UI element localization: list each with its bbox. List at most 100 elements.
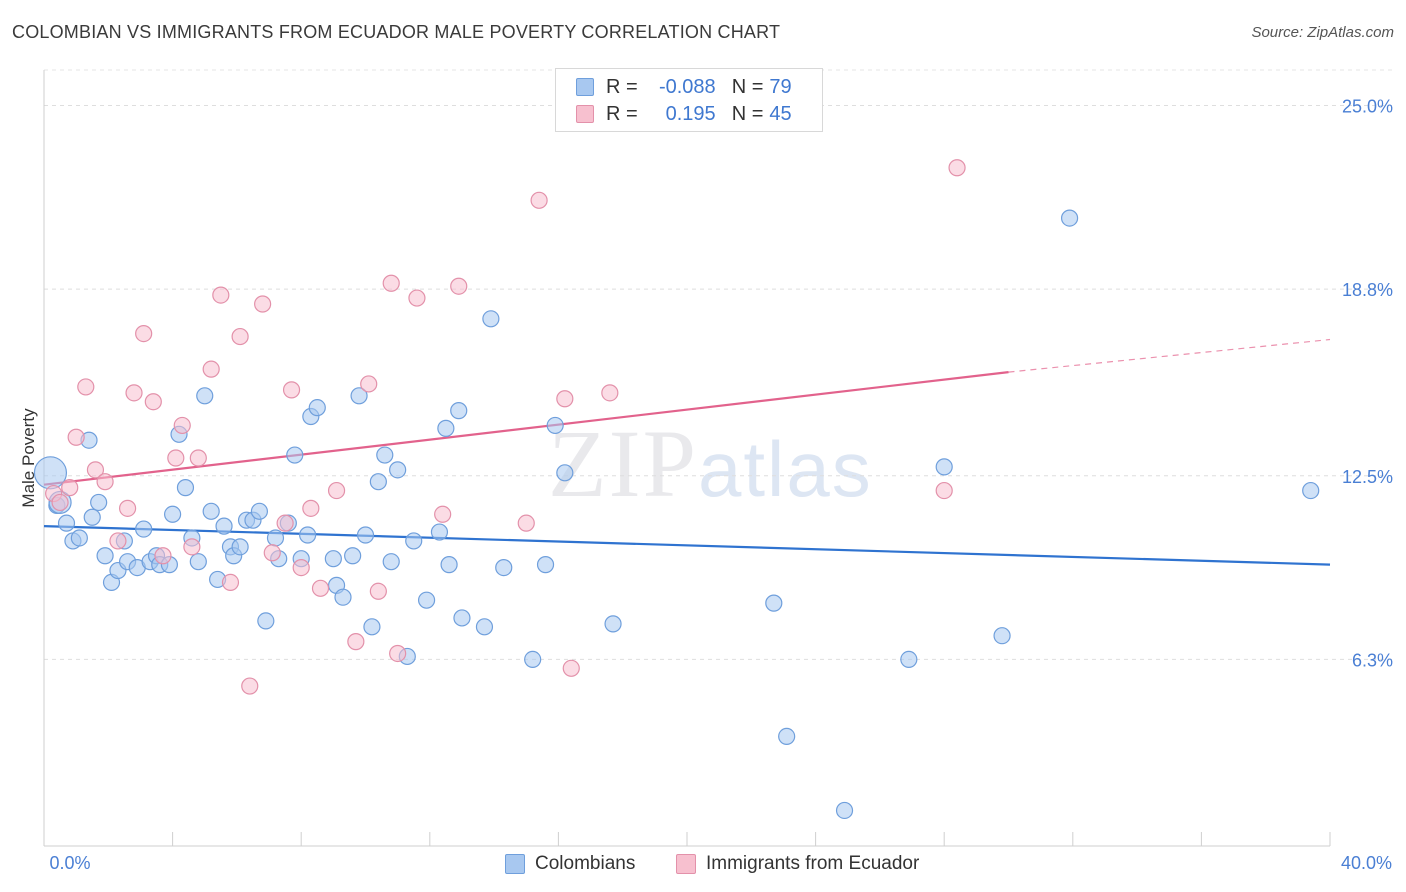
colombians-point — [363, 618, 381, 636]
colombians-point — [475, 618, 494, 636]
ecuador-point — [189, 449, 207, 467]
x-tick-label: 0.0% — [49, 853, 90, 873]
colombians-point — [308, 399, 326, 417]
legend-swatch-ecuador — [676, 854, 696, 874]
ecuador-point — [183, 538, 201, 556]
colombians-point — [231, 538, 249, 556]
legend-swatch-colombians — [576, 78, 594, 96]
ecuador-point — [276, 514, 294, 532]
colombians-point — [266, 529, 285, 547]
colombians-point — [196, 387, 214, 405]
ecuador-point — [311, 579, 330, 597]
legend-n-value: 45 — [769, 102, 792, 125]
ecuador-point — [154, 547, 172, 565]
colombians-point — [382, 553, 400, 571]
colombians-point — [57, 514, 76, 532]
ecuador-point — [369, 582, 387, 600]
chart-title: COLOMBIAN VS IMMIGRANTS FROM ECUADOR MAL… — [12, 22, 781, 42]
colombians-point — [417, 591, 436, 609]
ecuador-point — [67, 428, 85, 446]
trend-lines — [43, 338, 1331, 566]
y-tick-label: 18.8% — [1342, 280, 1393, 300]
ecuador-point — [556, 390, 574, 408]
colombians-point — [376, 446, 394, 464]
ecuador-trend-extension — [1008, 338, 1331, 373]
colombians-point — [135, 520, 153, 538]
colombians-point — [524, 650, 542, 669]
legend-swatch-colombians — [505, 854, 525, 874]
ecuador-point — [382, 274, 400, 292]
colombians-point — [334, 588, 352, 606]
legend-n-value: 79 — [769, 75, 792, 98]
watermark: ZIPatlas — [548, 408, 873, 519]
colombians-point — [324, 550, 342, 568]
colombians-point — [778, 727, 796, 746]
colombians-point — [164, 505, 182, 523]
legend-r-label: R = — [606, 75, 638, 98]
colombians-point — [344, 547, 362, 565]
colombians-point — [440, 556, 458, 574]
ecuador-point — [517, 514, 535, 532]
bottom-legend-ecuador[interactable]: Immigrants from Ecuador — [676, 852, 919, 876]
colombians-point — [33, 456, 68, 490]
colombians-point — [350, 387, 368, 405]
ecuador-point — [212, 286, 230, 304]
ecuador-point — [347, 633, 365, 651]
ecuador-point — [302, 499, 320, 517]
colombians-point — [556, 464, 574, 482]
legend-r-value: 0.195 — [665, 102, 716, 125]
grid-lines — [44, 69, 1392, 660]
ecuador-point — [327, 481, 346, 500]
colombians-point — [1302, 481, 1320, 500]
colombians-point — [1060, 209, 1079, 227]
ecuador-point — [61, 479, 79, 497]
y-axis-title: Male Poverty — [19, 408, 38, 508]
legend-n-label: N = — [731, 75, 764, 98]
legend-row-colombians: R = -0.088 N = 79 — [576, 74, 792, 100]
y-tick-label: 25.0% — [1342, 97, 1393, 117]
ecuador-point — [231, 327, 249, 346]
colombians-point — [546, 416, 564, 435]
colombians-point — [437, 419, 455, 437]
ecuador-point — [935, 481, 953, 500]
colombians-point — [405, 532, 423, 550]
colombians-point — [453, 609, 471, 627]
legend-label-ecuador: Immigrants from Ecuador — [706, 853, 920, 874]
colombians-point — [389, 461, 407, 479]
colombians-point — [299, 526, 317, 544]
ecuador-point — [167, 449, 185, 467]
bottom-legend-colombians[interactable]: Colombians — [505, 852, 635, 876]
colombians-trend-line — [43, 525, 1331, 566]
legend-n-label: N = — [731, 102, 764, 125]
ecuador-point — [562, 659, 580, 677]
ecuador-point — [450, 277, 468, 295]
colombians-point — [189, 553, 207, 571]
ecuador-point — [263, 544, 281, 562]
colombians-point — [215, 517, 233, 535]
correlation-legend: R = -0.088 N = 79 R = 0.195 N = 45 — [555, 68, 823, 132]
ecuador-point — [434, 505, 452, 523]
x-tick-label: 40.0% — [1341, 853, 1392, 873]
colombians-point — [993, 627, 1011, 645]
data-points — [33, 159, 1320, 820]
ecuador-point — [135, 325, 153, 343]
colombians-point — [83, 508, 101, 526]
colombians-point — [900, 650, 918, 669]
colombians-point — [430, 523, 449, 541]
colombians-point — [96, 547, 114, 565]
ecuador-point — [530, 191, 548, 209]
colombians-point — [765, 594, 783, 612]
colombians-point — [935, 458, 953, 476]
colombians-point — [90, 493, 108, 512]
legend-swatch-ecuador — [576, 105, 594, 123]
colombians-point — [286, 446, 304, 464]
ecuador-point — [254, 295, 272, 313]
ecuador-point — [51, 493, 69, 512]
ecuador-point — [408, 289, 426, 307]
colombians-point — [356, 526, 375, 544]
ecuador-point — [948, 159, 966, 177]
ecuador-point — [96, 473, 114, 491]
colombians-point — [604, 615, 622, 633]
axes — [43, 70, 1331, 847]
